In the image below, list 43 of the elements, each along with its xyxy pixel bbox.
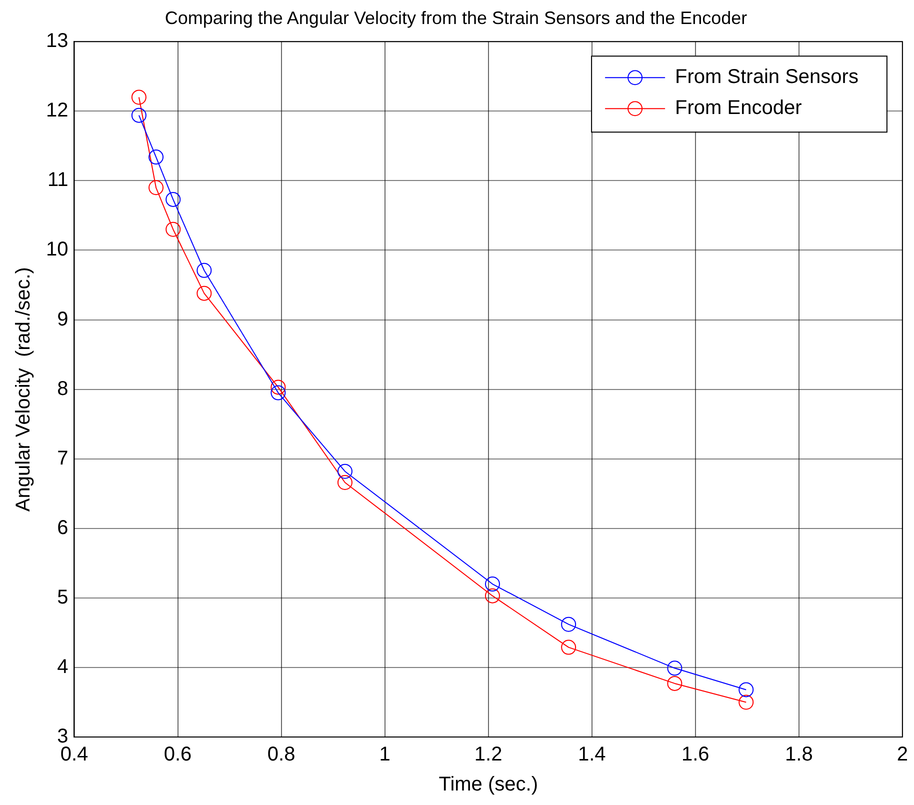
point xyxy=(148,180,164,196)
point xyxy=(484,576,500,592)
y-tick-label: 8 xyxy=(57,378,68,400)
y-tick-label: 4 xyxy=(57,656,68,678)
x-tick-label: 1 xyxy=(379,744,390,766)
x-tick-label: 1.8 xyxy=(785,744,813,766)
point xyxy=(148,150,164,165)
y-tick-label: 9 xyxy=(57,308,68,330)
point xyxy=(561,616,576,632)
y-tick-label: 10 xyxy=(46,238,68,261)
point xyxy=(484,588,500,604)
point xyxy=(196,262,212,278)
point xyxy=(270,385,286,400)
y-tick-label: 6 xyxy=(57,516,68,539)
point xyxy=(131,90,146,105)
x-tick-label: 1.4 xyxy=(578,744,606,766)
y-tick-label: 12 xyxy=(46,100,68,122)
x-tick-label: 0.8 xyxy=(267,744,296,766)
legend-label: From Encoder xyxy=(675,97,802,120)
y-axis-title: Angular Velocity (rad./sec.) xyxy=(12,267,35,512)
x-tick-label: 1.6 xyxy=(681,744,710,766)
chart-title: Comparing the Angular Velocity from the Strain Sensors and the Encoder xyxy=(164,8,748,28)
y-tick-label: 7 xyxy=(57,447,68,470)
point xyxy=(667,676,682,691)
y-tick-label: 11 xyxy=(47,169,68,192)
point xyxy=(337,474,352,490)
point xyxy=(166,222,181,237)
x-axis-title: Time (sec.) xyxy=(438,774,538,796)
point xyxy=(667,660,682,676)
x-tick-label: 2 xyxy=(896,744,908,766)
point xyxy=(196,286,212,301)
point xyxy=(337,464,352,479)
y-tick-label: 13 xyxy=(46,30,68,52)
x-tick-label: 0.6 xyxy=(164,744,192,766)
y-tick-label: 5 xyxy=(57,586,68,608)
point xyxy=(270,380,286,395)
point xyxy=(166,192,181,207)
legend-label: From Strain Sensors xyxy=(675,66,858,88)
point xyxy=(131,108,146,123)
point xyxy=(561,640,576,655)
x-tick-label: 1.2 xyxy=(474,744,502,766)
point xyxy=(738,682,754,698)
point xyxy=(738,694,754,710)
